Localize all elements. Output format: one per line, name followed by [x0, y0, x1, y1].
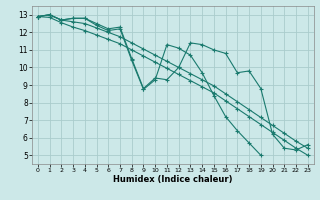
X-axis label: Humidex (Indice chaleur): Humidex (Indice chaleur) [113, 175, 233, 184]
